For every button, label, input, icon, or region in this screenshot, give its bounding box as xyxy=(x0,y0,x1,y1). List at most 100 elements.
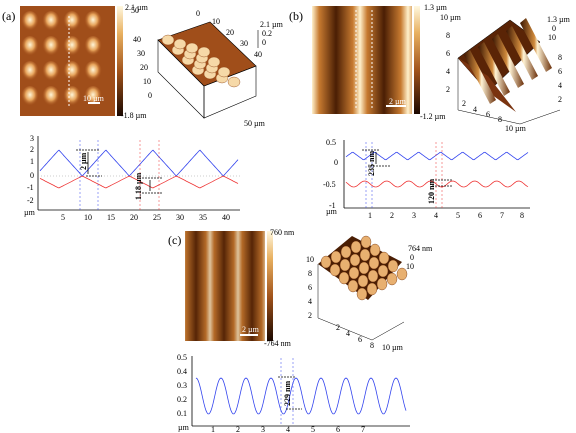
z-min: 10 xyxy=(406,262,414,271)
svg-text:6: 6 xyxy=(478,211,482,220)
svg-text:3: 3 xyxy=(30,134,34,143)
colorbar-min: -764 nm xyxy=(264,339,292,348)
panel-c-label: (c) xyxy=(168,233,181,247)
bump-3d xyxy=(185,42,199,54)
svg-text:0: 0 xyxy=(334,158,338,167)
svg-text:7: 7 xyxy=(361,425,365,433)
bump-3d xyxy=(356,287,368,301)
panel-b-profile-y-ticks: 0.5 0 -0.5 -1 xyxy=(323,138,338,210)
svg-text:0.5: 0.5 xyxy=(177,353,187,362)
bump xyxy=(63,86,81,108)
panel-b-profile xyxy=(343,140,530,209)
svg-text:4: 4 xyxy=(446,67,450,76)
svg-text:5: 5 xyxy=(61,213,65,222)
svg-text:6: 6 xyxy=(486,110,490,119)
svg-text:4: 4 xyxy=(308,297,312,306)
svg-text:10: 10 xyxy=(143,77,151,86)
panel-c-3d-map xyxy=(317,235,408,341)
svg-text:1: 1 xyxy=(30,157,34,166)
svg-text:2: 2 xyxy=(462,99,466,108)
z-mid: 0 xyxy=(552,24,556,33)
bump xyxy=(84,11,102,33)
svg-text:6: 6 xyxy=(308,283,312,292)
z-max: 764 nm xyxy=(408,244,433,253)
panel-b-3d-x-ticks: 2 4 6 8 10 µm 8 6 4 2 xyxy=(462,53,562,133)
colorbar xyxy=(267,231,273,341)
bump-3d xyxy=(376,277,388,291)
svg-text:35: 35 xyxy=(199,213,207,222)
svg-text:2: 2 xyxy=(558,95,562,104)
bump-3d xyxy=(329,263,341,277)
panel-a-3d-map xyxy=(157,21,259,119)
svg-text:4: 4 xyxy=(434,211,438,220)
bump-3d xyxy=(330,250,342,264)
svg-text:0.3: 0.3 xyxy=(177,381,187,390)
panel-b-label: (b) xyxy=(289,9,303,23)
svg-text:4: 4 xyxy=(473,105,477,114)
bump-3d xyxy=(161,34,175,46)
bump-3d xyxy=(366,282,378,296)
bump-3d xyxy=(358,261,370,275)
svg-text:6: 6 xyxy=(358,335,362,344)
z-max: 2.1 µm xyxy=(260,20,284,29)
panel-c-profile xyxy=(191,356,410,427)
z-min: 10 xyxy=(548,33,556,42)
svg-text:0.5: 0.5 xyxy=(326,138,336,147)
svg-text:50 µm: 50 µm xyxy=(244,119,266,128)
scalebar-label: 10 µm xyxy=(83,94,105,103)
annotation-229nm: 229 nm xyxy=(283,381,292,406)
panel-a: (a) 10 µm 2.1 µm -1.8 µm 2.1 µm 0.2 0 50… xyxy=(2,3,284,222)
svg-text:10 µm: 10 µm xyxy=(382,343,404,352)
panel-b-profile-x-ticks: 1 2 3 4 5 6 7 8 µm xyxy=(326,207,524,220)
annotation-1-18um: 1.18 µm xyxy=(134,172,143,200)
panel-c: (c) 2 µm 760 nm -764 nm 764 nm 0 10 10 8… xyxy=(168,228,433,433)
bump-3d xyxy=(207,56,221,68)
bump xyxy=(84,36,102,58)
bump xyxy=(21,61,39,83)
svg-text:0: 0 xyxy=(148,91,152,100)
panel-a-label: (a) xyxy=(2,9,15,23)
svg-text:30: 30 xyxy=(176,213,184,222)
panel-b-3d-map xyxy=(457,18,561,125)
svg-text:25: 25 xyxy=(153,213,161,222)
svg-text:6: 6 xyxy=(336,425,340,433)
bump xyxy=(42,36,60,58)
svg-text:0: 0 xyxy=(196,9,200,18)
svg-text:8: 8 xyxy=(308,269,312,278)
bump-3d xyxy=(369,243,381,257)
bump-3d xyxy=(320,255,332,269)
z-min: 0 xyxy=(262,38,266,47)
bump-3d xyxy=(368,256,380,270)
svg-text:6: 6 xyxy=(558,67,562,76)
annotation-2um: 2 µm xyxy=(79,152,88,170)
svg-text:3: 3 xyxy=(261,425,265,433)
ridge-3d xyxy=(464,50,496,104)
svg-text:10: 10 xyxy=(84,213,92,222)
svg-text:40: 40 xyxy=(222,213,230,222)
svg-text:µm: µm xyxy=(326,207,338,216)
svg-text:3: 3 xyxy=(412,211,416,220)
scalebar-label: 2 µm xyxy=(242,325,260,334)
svg-text:8: 8 xyxy=(498,115,502,124)
colorbar-min: -1.2 µm xyxy=(420,112,446,121)
bump-3d xyxy=(367,269,379,283)
z-mid: 0 xyxy=(410,253,414,262)
svg-text:20: 20 xyxy=(140,63,148,72)
panel-b-3d-y-ticks: 10 µm 8 6 4 2 xyxy=(440,13,462,94)
bump-3d xyxy=(350,240,362,254)
bump xyxy=(21,86,39,108)
svg-text:10: 10 xyxy=(212,17,220,26)
panel-c-3d-x-ticks: 2 4 6 8 10 µm xyxy=(336,323,404,352)
svg-text:0.4: 0.4 xyxy=(177,367,187,376)
panel-a-profile xyxy=(37,136,240,211)
svg-text:µm: µm xyxy=(24,208,36,217)
svg-text:4: 4 xyxy=(286,425,290,433)
bump xyxy=(42,11,60,33)
bump xyxy=(84,61,102,83)
panel-a-profile-y-ticks: 3 2 1 0 -1 -2 xyxy=(27,134,34,205)
svg-text:4: 4 xyxy=(558,81,562,90)
svg-text:5: 5 xyxy=(456,211,460,220)
panel-a-profile-x-ticks: 5 10 15 20 25 30 35 40 µm xyxy=(24,208,230,222)
bump xyxy=(21,11,39,33)
colorbar-max: 1.3 µm xyxy=(424,3,448,12)
